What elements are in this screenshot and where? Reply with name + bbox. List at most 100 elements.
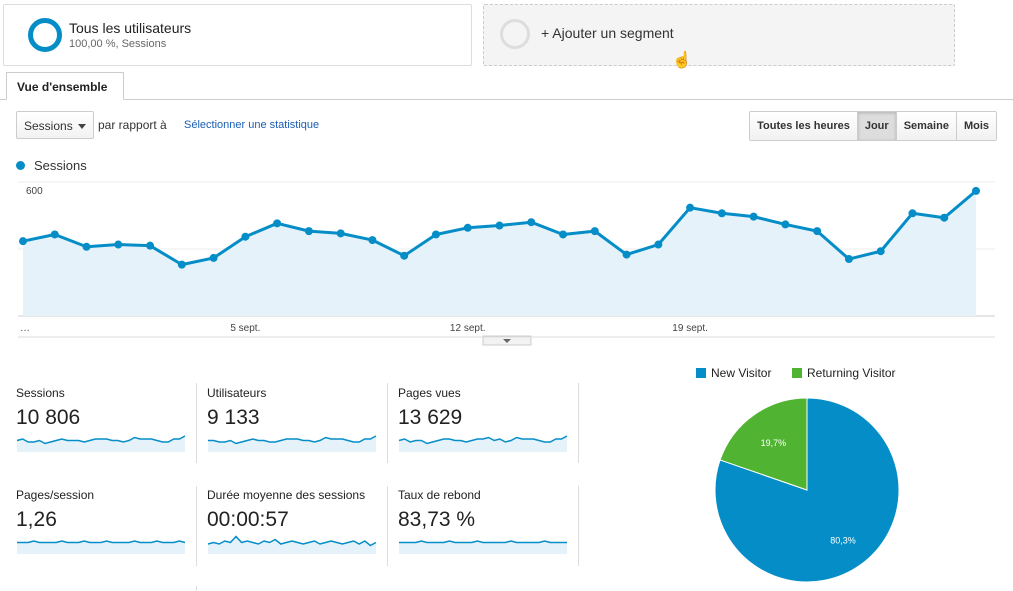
hand-pointer-icon: ☝ <box>672 52 692 69</box>
sparkline-area <box>399 541 567 554</box>
sessions-point <box>844 255 853 264</box>
metric-select-value: Sessions <box>24 119 73 133</box>
day-button[interactable]: Jour <box>856 112 896 140</box>
scorecard-value: 83,73 % <box>398 508 476 531</box>
pie-legend-returning: Returning Visitor <box>792 366 896 380</box>
scorecard-sparkline <box>399 540 567 554</box>
pie-legend-new-label: New Visitor <box>711 366 772 380</box>
scorecard[interactable]: Taux de rebond 83,73 % <box>398 488 588 573</box>
sparkline-line <box>398 435 568 445</box>
sessions-point <box>972 186 980 195</box>
chevron-down-icon <box>78 124 86 129</box>
scorecard-value: 10 806 <box>16 406 81 429</box>
sessions-point <box>114 240 123 249</box>
scorecard-label: Sessions <box>16 386 65 400</box>
sessions-point <box>431 230 440 239</box>
segment-all-users[interactable]: Tous les utilisateurs 100,00 %, Sessions <box>3 4 472 66</box>
sessions-point <box>940 213 949 222</box>
sessions-point <box>527 218 536 227</box>
pie-slice <box>714 397 900 583</box>
x-tick-label: 12 sept. <box>450 323 486 334</box>
scorecard-label: Durée moyenne des sessions <box>207 488 366 502</box>
sessions-point <box>686 203 695 212</box>
x-tick-label: 5 sept. <box>230 323 260 334</box>
sessions-legend-dot <box>16 161 25 170</box>
sessions-point <box>336 229 345 238</box>
pie-legend-new: New Visitor <box>696 366 771 380</box>
metric-select[interactable]: Sessions <box>16 111 94 139</box>
sparkline-area <box>17 541 185 554</box>
sessions-point <box>146 241 155 250</box>
sessions-point <box>50 230 59 239</box>
scorecard-sparkline <box>207 535 377 554</box>
scorecard-value: 1,26 <box>16 508 57 531</box>
sparkline-line <box>207 535 377 547</box>
scorecard[interactable]: Pages/session 1,26 <box>16 488 206 573</box>
scorecard-label: Pages/session <box>16 488 95 502</box>
pie-legend-returning-label: Returning Visitor <box>807 366 896 380</box>
x-tick-label: … <box>20 323 30 334</box>
sparkline-area <box>208 536 376 554</box>
scorecard-sparkline <box>17 540 186 554</box>
sessions-point <box>495 221 504 230</box>
collapse-handle-icon <box>503 339 511 343</box>
sessions-point <box>368 236 377 245</box>
sparkline-line <box>208 435 377 445</box>
sessions-point <box>876 247 885 256</box>
scorecard-divider <box>196 586 197 591</box>
pie-slice <box>719 397 808 491</box>
scorecard[interactable]: Sessions 10 806 <box>16 386 206 471</box>
sessions-point <box>400 251 409 260</box>
scorecard-label: Utilisateurs <box>207 386 267 400</box>
pie-slice-label: 80,3% <box>830 536 856 546</box>
pie-slice-label: 19,7% <box>761 438 787 448</box>
tab-divider <box>0 99 1013 100</box>
scorecard[interactable]: Pages vues 13 629 <box>398 386 588 471</box>
sessions-area <box>23 190 976 316</box>
scorecard-divider <box>196 486 197 566</box>
scorecard-divider <box>387 383 388 463</box>
scorecard-label: Taux de rebond <box>398 488 481 502</box>
segment-subtitle: 100,00 %, Sessions <box>69 38 167 50</box>
y-tick-label: 600 <box>26 186 43 197</box>
sessions-point <box>273 219 282 228</box>
scorecard[interactable]: Utilisateurs 9 133 <box>207 386 397 471</box>
select-statistic-link[interactable]: Sélectionner une statistique <box>184 119 320 131</box>
week-button[interactable]: Semaine <box>895 112 956 140</box>
scorecard-value: 13 629 <box>398 406 463 429</box>
time-granularity-buttons: Toutes les heures Jour Semaine Mois <box>749 111 997 141</box>
visitor-pie-chart: 80,3% 19,7% <box>714 397 900 583</box>
segment-empty-ring-icon <box>500 19 530 49</box>
sessions-point <box>304 227 313 236</box>
scorecard-value: 9 133 <box>207 406 260 429</box>
month-button[interactable]: Mois <box>955 112 996 140</box>
scorecard-divider <box>387 486 388 566</box>
sessions-point <box>590 227 599 236</box>
scorecard-sparkline <box>398 435 568 452</box>
scorecard-divider <box>196 383 197 463</box>
segment-title: Tous les utilisateurs <box>69 20 192 36</box>
x-tick-label: 19 sept. <box>672 323 708 334</box>
add-segment-label: + Ajouter un segment <box>541 25 674 41</box>
sessions-point <box>241 232 250 241</box>
segment-ring-icon <box>28 18 62 52</box>
scorecard-divider <box>578 486 579 566</box>
sessions-point <box>463 223 472 232</box>
returning-visitor-swatch <box>792 368 802 378</box>
sparkline-line <box>17 540 186 544</box>
tab-overview[interactable]: Vue d'ensemble <box>6 72 124 100</box>
sessions-point <box>654 240 663 249</box>
sessions-point <box>559 230 568 239</box>
scorecard[interactable]: Durée moyenne des sessions 00:00:57 <box>207 488 397 573</box>
scorecard-sparkline <box>208 435 377 452</box>
sparkline-line <box>399 540 567 544</box>
new-visitor-swatch <box>696 368 706 378</box>
add-segment-button[interactable]: + Ajouter un segment ☝ <box>483 4 955 69</box>
sessions-point <box>908 209 917 218</box>
sessions-point <box>717 209 726 218</box>
sessions-point <box>749 212 758 221</box>
hourly-button[interactable]: Toutes les heures <box>750 112 857 140</box>
scorecard-divider <box>578 383 579 463</box>
compare-label: par rapport à <box>98 118 167 132</box>
sessions-point <box>813 227 822 236</box>
